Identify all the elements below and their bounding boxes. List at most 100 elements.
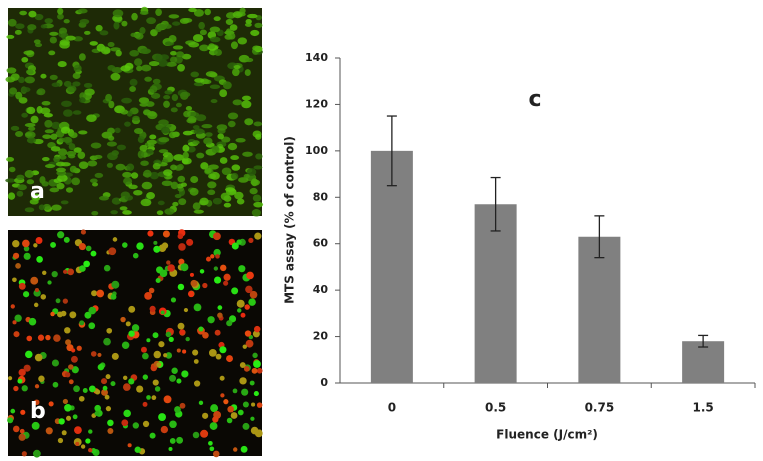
- cell: [20, 409, 26, 415]
- cell: [147, 230, 154, 237]
- cell: [189, 272, 194, 277]
- cell: [10, 125, 20, 131]
- cell: [42, 203, 51, 211]
- bar: [578, 236, 621, 383]
- cell: [156, 362, 162, 368]
- cell: [229, 24, 238, 31]
- cell: [192, 431, 200, 439]
- cell: [226, 320, 233, 327]
- cell: [225, 18, 234, 26]
- cell: [68, 379, 74, 385]
- cell: [107, 152, 118, 161]
- cell: [26, 137, 36, 144]
- cell: [207, 316, 215, 324]
- cell: [148, 111, 157, 117]
- cell: [208, 440, 213, 446]
- cell: [72, 110, 82, 115]
- cell: [24, 170, 34, 178]
- cell: [73, 36, 83, 42]
- cell: [60, 200, 69, 205]
- cell: [90, 351, 97, 357]
- cell: [83, 82, 93, 88]
- cell: [88, 429, 93, 434]
- cell: [18, 433, 26, 441]
- cell: [127, 443, 132, 448]
- cell: [188, 7, 197, 13]
- cell: [239, 7, 246, 14]
- cell: [84, 311, 92, 319]
- cell: [146, 395, 151, 400]
- cell: [168, 35, 177, 43]
- cell: [208, 164, 219, 170]
- cell: [182, 151, 189, 159]
- cell: [202, 282, 208, 289]
- cell: [75, 441, 80, 446]
- cell: [89, 41, 98, 46]
- cell: [171, 21, 181, 26]
- cell: [121, 20, 128, 27]
- cell: [230, 41, 238, 50]
- cell: [193, 128, 205, 135]
- cell: [189, 187, 199, 196]
- cell: [147, 143, 155, 148]
- cell: [71, 366, 79, 374]
- cell: [186, 118, 197, 124]
- cell: [158, 341, 165, 348]
- cell: [85, 438, 91, 444]
- cell: [198, 326, 204, 332]
- cell: [58, 137, 65, 143]
- cell: [174, 406, 181, 413]
- cell: [40, 73, 47, 79]
- cell: [156, 210, 164, 215]
- cell: [149, 85, 158, 93]
- cell: [80, 444, 86, 449]
- cell: [178, 243, 186, 251]
- cell: [56, 182, 65, 190]
- cell: [42, 157, 50, 162]
- cell: [226, 355, 233, 363]
- cell: [70, 355, 78, 363]
- cell: [182, 130, 193, 136]
- cell: [122, 210, 132, 215]
- cell: [92, 182, 99, 187]
- cell: [198, 21, 205, 30]
- cell: [115, 49, 122, 57]
- cell: [193, 303, 202, 312]
- cell: [141, 64, 152, 72]
- micrograph-b: [7, 229, 263, 458]
- cell: [90, 178, 98, 184]
- cell: [193, 380, 201, 387]
- cell: [251, 178, 258, 187]
- cell: [25, 350, 33, 359]
- cell: [209, 422, 218, 430]
- cell: [168, 131, 177, 139]
- cell: [60, 126, 71, 134]
- cell: [221, 167, 232, 176]
- cell: [88, 306, 97, 315]
- cell: [63, 109, 73, 117]
- cell: [163, 94, 171, 100]
- cell: [55, 298, 61, 304]
- cell: [24, 76, 36, 84]
- cell: [67, 154, 76, 159]
- cell: [194, 78, 205, 83]
- cell: [91, 211, 99, 216]
- cell: [140, 160, 149, 166]
- cell: [49, 31, 59, 36]
- cell: [33, 39, 41, 45]
- cell: [186, 238, 194, 246]
- cell: [84, 30, 91, 35]
- cell: [163, 123, 172, 128]
- cell: [207, 181, 217, 189]
- cell: [108, 100, 115, 109]
- cell: [238, 177, 249, 183]
- cell: [153, 350, 162, 359]
- cell: [15, 130, 24, 137]
- cell: [74, 426, 82, 435]
- cell: [212, 416, 219, 423]
- cell: [58, 148, 68, 156]
- cell: [136, 385, 144, 393]
- cell: [154, 386, 161, 392]
- cell: [51, 121, 61, 130]
- cell: [101, 389, 108, 396]
